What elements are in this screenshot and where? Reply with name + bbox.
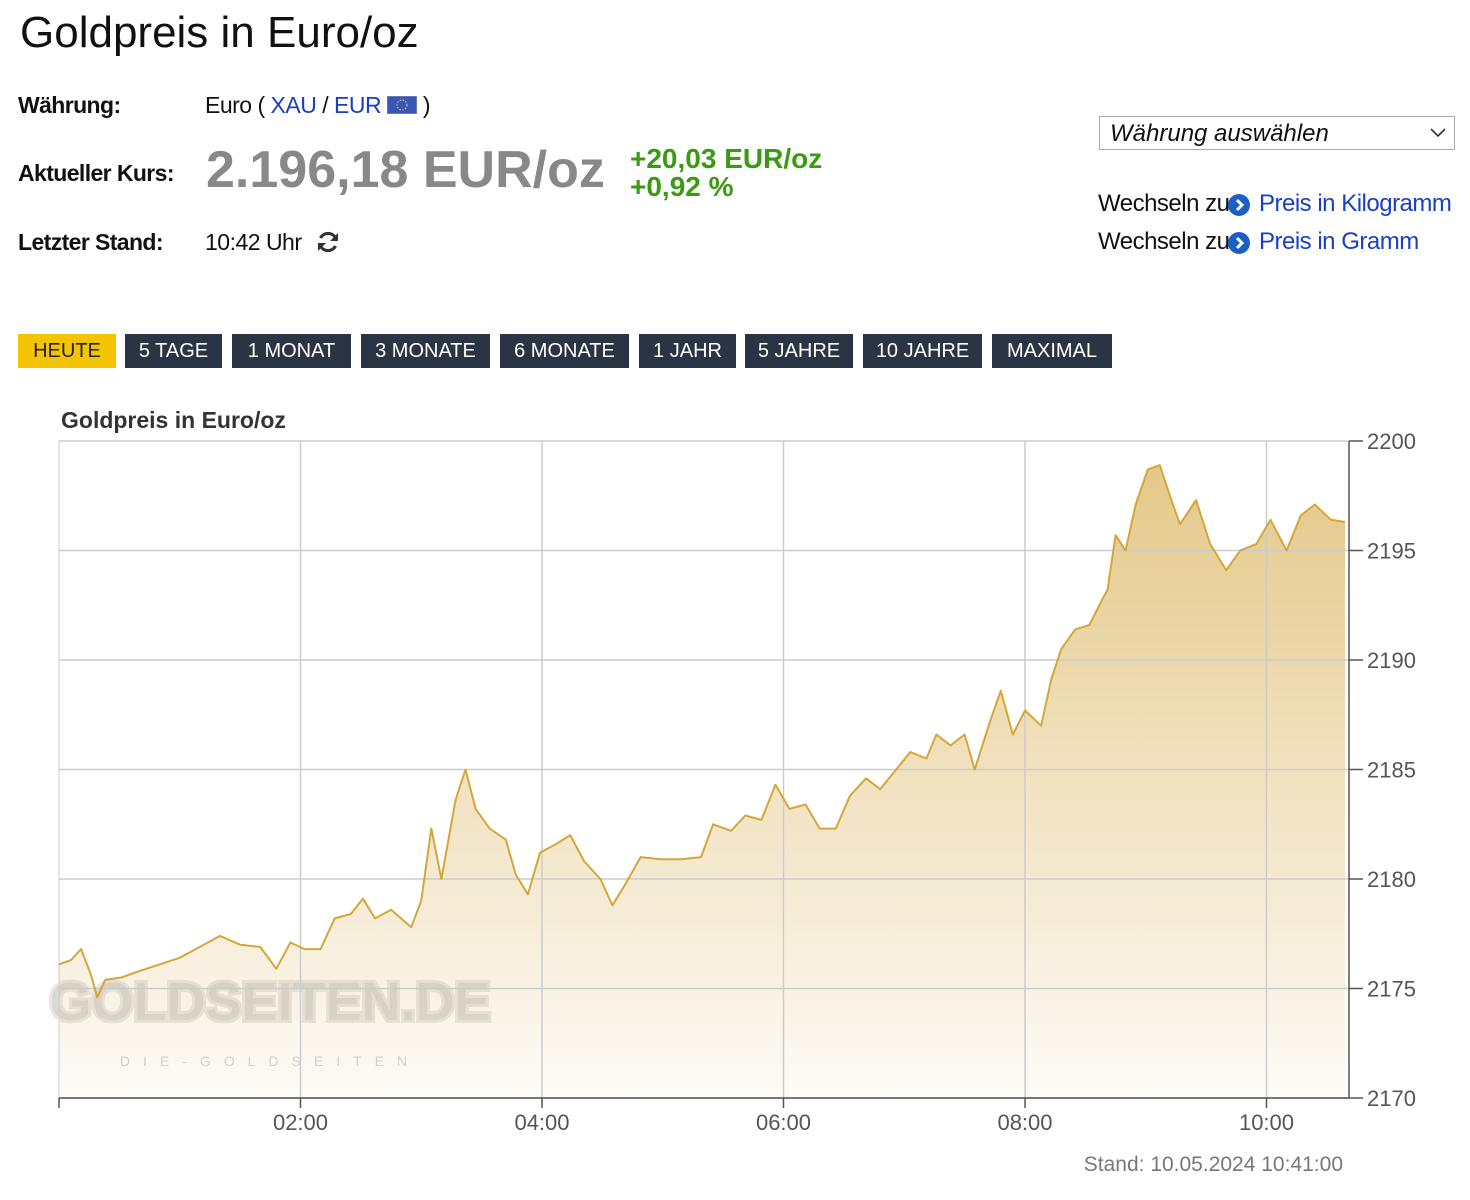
refresh-icon[interactable] <box>316 230 340 254</box>
y-tick-label: 2190 <box>1367 648 1416 673</box>
slash: / <box>322 92 329 118</box>
y-tick-label: 2170 <box>1367 1086 1416 1111</box>
xau-link[interactable]: XAU <box>270 92 317 118</box>
chevron-path <box>1235 198 1245 212</box>
tab-button[interactable]: MAXIMAL <box>992 334 1112 368</box>
link-prefix: Wechseln zu <box>1098 228 1230 255</box>
select-caret <box>1430 128 1446 138</box>
x-tick-label: 02:00 <box>273 1110 328 1135</box>
refresh-arrow <box>318 243 326 251</box>
chart-title: Goldpreis in Euro/oz <box>61 407 286 433</box>
select-text: Währung auswählen <box>1110 120 1329 147</box>
chevron <box>1235 198 1245 212</box>
footnote: Stand: 10.05.2024 10:41:00 <box>1084 1153 1343 1176</box>
chevron-path <box>1235 236 1245 250</box>
currency-suffix: ) <box>422 92 431 118</box>
price-value: 2.196,18 EUR/oz <box>206 141 605 199</box>
tab-button[interactable]: 3 MONATE <box>361 334 490 368</box>
link-icon <box>1228 232 1250 254</box>
price-change: +20,03 EUR/oz <box>630 143 823 174</box>
link-prefix: Wechseln zu <box>1098 190 1230 217</box>
price-change-pct: +0,92 % <box>630 171 734 202</box>
link-icon <box>1228 194 1250 216</box>
flag-bg <box>386 95 418 115</box>
tab-button[interactable]: 10 JAHRE <box>863 334 982 368</box>
stand-value: 10:42 Uhr <box>205 229 302 255</box>
link-text[interactable]: Preis in Kilogramm <box>1259 190 1452 217</box>
flag-stars <box>396 99 408 111</box>
link-text[interactable]: Preis in Gramm <box>1259 228 1419 255</box>
page-title: Goldpreis in Euro/oz <box>20 8 419 57</box>
chart: Goldpreis in Euro/oz GOLDSEITEN.DEDIE-GO… <box>46 407 1416 1176</box>
x-tick-label: 10:00 <box>1239 1110 1294 1135</box>
tab-button[interactable]: 6 MONATE <box>500 334 629 368</box>
x-tick-label: 04:00 <box>514 1110 569 1135</box>
tab-button[interactable]: 1 MONAT <box>232 334 351 368</box>
chevron <box>1235 236 1245 250</box>
area-fill <box>59 465 1345 1099</box>
y-tick-label: 2195 <box>1367 539 1416 564</box>
eur-link[interactable]: EUR <box>334 92 382 118</box>
currency-label: Währung: <box>18 92 121 118</box>
stand-label: Letzter Stand: <box>18 229 164 255</box>
refresh-arrow <box>330 233 338 241</box>
x-tick-label: 08:00 <box>997 1110 1052 1135</box>
tab-button[interactable]: HEUTE <box>18 334 116 368</box>
tab-button[interactable]: 5 TAGE <box>125 334 222 368</box>
tab-button[interactable]: 5 JAHRE <box>745 334 853 368</box>
currency-value: Euro ( XAU / EUR ) <box>205 92 431 119</box>
price-label: Aktueller Kurs: <box>18 160 174 186</box>
y-tick-label: 2175 <box>1367 977 1416 1002</box>
currency-select[interactable]: Währung auswählen <box>1099 116 1455 150</box>
y-tick-label: 2200 <box>1367 429 1416 454</box>
tab-button[interactable]: 1 JAHR <box>639 334 736 368</box>
currency-prefix: Euro ( <box>205 92 265 118</box>
eu-flag <box>386 95 418 115</box>
x-tick-label: 06:00 <box>756 1110 811 1135</box>
y-tick-label: 2180 <box>1367 867 1416 892</box>
price-line <box>58 464 1346 999</box>
y-tick-label: 2185 <box>1367 758 1416 783</box>
caret-path <box>1430 128 1446 138</box>
